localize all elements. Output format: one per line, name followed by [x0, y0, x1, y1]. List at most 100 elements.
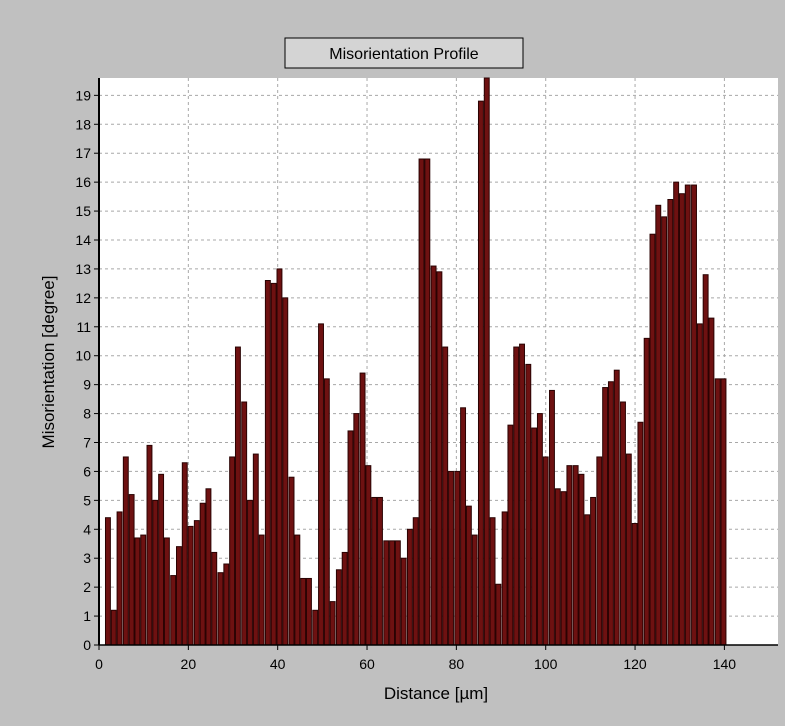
bars: [104, 77, 727, 646]
bar: [412, 517, 419, 646]
bar: [400, 557, 407, 646]
bar: [181, 462, 188, 646]
bar: [667, 199, 674, 646]
x-tick-label: 40: [270, 656, 286, 672]
bar: [288, 476, 295, 646]
bar: [193, 520, 200, 646]
bar: [140, 534, 147, 646]
bar: [323, 378, 330, 646]
bar: [607, 381, 614, 646]
bar: [430, 265, 437, 646]
bar: [495, 583, 502, 646]
bar: [128, 494, 135, 646]
x-tick-label: 80: [449, 656, 465, 672]
bar: [625, 453, 632, 646]
y-tick-label: 13: [75, 261, 91, 277]
bar: [252, 453, 259, 646]
bar: [460, 407, 467, 646]
bar: [442, 346, 449, 646]
bar: [371, 496, 378, 646]
y-tick-label: 0: [83, 637, 91, 653]
bar: [353, 413, 360, 646]
bar: [631, 523, 638, 646]
bar: [673, 181, 680, 646]
bar: [359, 372, 366, 646]
bar: [566, 465, 573, 646]
bar: [300, 577, 307, 646]
bar: [542, 456, 549, 646]
bar: [691, 184, 697, 646]
x-ticks: 0 20 40 60 80 100 120 140: [95, 645, 736, 672]
bar: [489, 517, 496, 646]
bar: [217, 572, 224, 646]
bar: [205, 488, 212, 646]
bar: [483, 77, 490, 646]
bar: [513, 346, 520, 646]
bar: [247, 499, 253, 646]
y-tick-label: 18: [75, 116, 91, 132]
bar: [655, 204, 662, 646]
bar: [365, 465, 372, 646]
bar: [383, 540, 390, 646]
y-tick-label: 8: [83, 406, 91, 422]
bar: [596, 456, 603, 646]
bar: [471, 534, 478, 646]
bar: [258, 534, 265, 646]
bar: [158, 473, 165, 646]
bar: [122, 456, 129, 646]
bar: [234, 346, 241, 646]
bar: [578, 473, 585, 646]
y-tick-label: 7: [83, 435, 91, 451]
bar: [104, 517, 111, 646]
bar: [649, 233, 656, 646]
bar: [294, 534, 301, 646]
bar: [276, 268, 283, 646]
chart-title-box: [284, 37, 524, 69]
bar: [270, 282, 277, 646]
bar: [584, 514, 591, 646]
y-tick-label: 16: [75, 174, 91, 190]
bar: [465, 505, 472, 646]
y-tick-label: 11: [76, 319, 91, 335]
bar: [554, 488, 561, 646]
bar: [661, 216, 668, 646]
bar: [590, 496, 597, 646]
bar: [163, 537, 170, 646]
bar: [720, 378, 727, 646]
bar: [519, 343, 525, 646]
bar: [501, 511, 508, 646]
bar: [312, 609, 319, 646]
x-tick-label: 100: [534, 656, 558, 672]
bar: [696, 323, 703, 646]
x-tick-label: 0: [95, 656, 103, 672]
y-tick-label: 9: [83, 377, 91, 393]
bar: [199, 502, 206, 646]
bar: [637, 421, 644, 646]
bar: [679, 193, 685, 646]
y-tick-label: 1: [83, 608, 91, 624]
chart-title: Misorientation Profile: [329, 46, 479, 63]
bar: [602, 387, 609, 646]
bar: [229, 456, 236, 646]
bar: [146, 444, 153, 646]
bar: [152, 499, 159, 646]
bar: [448, 470, 454, 646]
bar: [418, 158, 425, 646]
bar: [170, 575, 177, 646]
x-tick-label: 140: [713, 656, 737, 672]
bar: [264, 280, 271, 646]
bar: [335, 569, 342, 646]
bar: [507, 424, 514, 646]
bar: [211, 551, 218, 646]
y-tick-label: 4: [83, 521, 91, 537]
bar: [702, 274, 709, 646]
x-axis-title: Distance [µm]: [384, 684, 488, 703]
bar: [643, 337, 650, 646]
y-tick-label: 15: [75, 203, 91, 219]
bar: [241, 401, 248, 646]
bar: [620, 401, 626, 646]
bar: [560, 491, 567, 646]
bar: [708, 317, 715, 646]
